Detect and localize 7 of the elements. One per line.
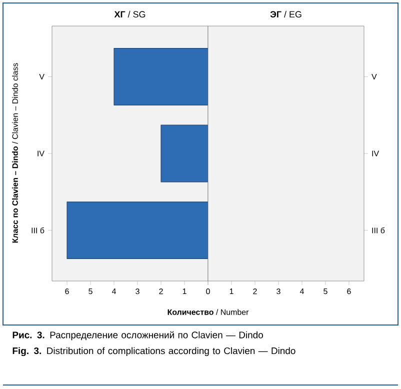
bar <box>66 202 208 260</box>
text: Fig. 3. Distribution of complications according to Clavien — Dindo <box>12 347 296 356</box>
bar <box>160 124 208 182</box>
bar <box>114 48 208 106</box>
text: Рис. 3. Распределение осложнений по Clavien — Dindo <box>12 331 263 340</box>
chart-title: ЭГ / EG <box>270 10 302 18</box>
chart-title: ХГ / SG <box>114 10 146 18</box>
